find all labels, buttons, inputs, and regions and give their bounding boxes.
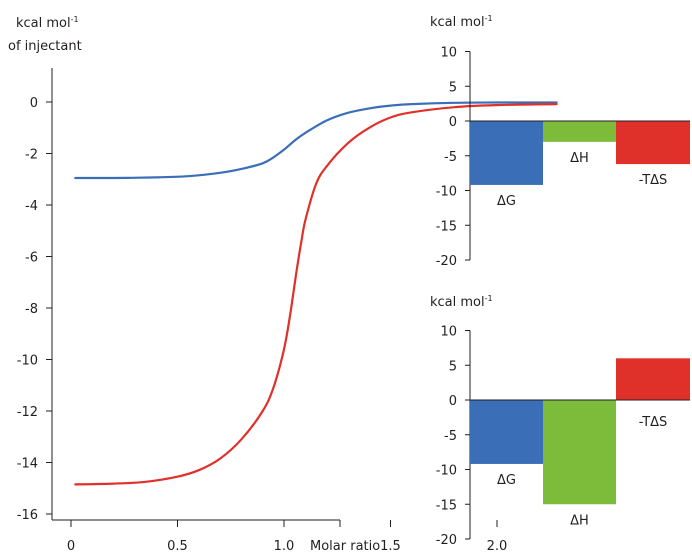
x-tick-label: 1.5 [380, 539, 401, 552]
isotherm-x-ticks: 0 0.5 1.0 1.5 2.0 [67, 520, 507, 552]
bar-dg [470, 121, 543, 185]
bar-label-tds: -TΔS [639, 415, 668, 430]
y-tick-label: 10 [440, 325, 457, 340]
top-bar-plot: 10 5 0 -5 -10 -15 -20 ΔG ΔH -TΔS [436, 46, 690, 269]
bar-tds [616, 358, 690, 400]
y-tick-label: -8 [25, 302, 38, 317]
bar-label-dh: ΔH [570, 513, 589, 528]
bottom-bar-ylabel: kcal mol-1 [430, 294, 493, 310]
isotherm-line-blue [74, 101, 558, 180]
isotherm-series [74, 101, 558, 486]
top-bar-ylabel: kcal mol-1 [430, 14, 493, 30]
bar-label-dg: ΔG [497, 194, 516, 209]
y-tick-label: -20 [436, 533, 457, 548]
signature-chart-bottom: kcal mol-1 10 5 0 -5 -10 -15 -20 ΔG ΔH -TΔS [430, 294, 690, 548]
x-tick-label: 0 [67, 539, 75, 552]
y-tick-label: 0 [30, 96, 38, 111]
isotherm-xlabel: Molar ratio [310, 539, 380, 552]
bar-tds [616, 121, 690, 165]
bar-label-dg: ΔG [497, 473, 516, 488]
y-tick-label: -10 [436, 185, 457, 200]
y-tick-label: -5 [444, 150, 457, 165]
y-tick-label: -10 [436, 464, 457, 479]
y-tick-label: 5 [449, 359, 457, 374]
y-tick-label: -20 [436, 254, 457, 269]
x-tick-label: 2.0 [487, 539, 508, 552]
y-tick-label: -2 [25, 148, 38, 163]
y-tick-label: 0 [449, 115, 457, 130]
signature-chart-top: kcal mol-1 10 5 0 -5 -10 -15 -20 ΔG ΔH -TΔS [430, 14, 690, 269]
bar-label-tds: -TΔS [639, 173, 668, 188]
x-tick-label: 1.0 [274, 539, 295, 552]
y-tick-label: -6 [25, 251, 38, 266]
y-tick-label: 0 [449, 394, 457, 409]
bottom-bar-plot: 10 5 0 -5 -10 -15 -20 ΔG ΔH -TΔS [436, 325, 690, 548]
y-tick-label: -16 [17, 508, 38, 523]
y-tick-label: 5 [449, 80, 457, 95]
y-tick-label: -5 [444, 429, 457, 444]
y-tick-label: 10 [440, 46, 457, 61]
isotherm-ylabel-line2: of injectant [8, 39, 82, 54]
bar-dh [543, 121, 616, 142]
bar-label-dh: ΔH [570, 151, 589, 166]
y-tick-label: -12 [17, 405, 38, 420]
y-tick-label: -14 [17, 457, 38, 472]
y-tick-label: -15 [436, 498, 457, 513]
isotherm-line-red [74, 103, 558, 486]
x-tick-label: 0.5 [167, 539, 188, 552]
isotherm-ylabel: kcal mol-1 [16, 15, 79, 31]
isotherm-y-ticks: 0 -2 -4 -6 -8 -10 -12 -14 -16 [17, 96, 52, 523]
y-tick-label: -4 [25, 199, 38, 214]
bar-dh [543, 400, 616, 505]
y-tick-label: -10 [17, 354, 38, 369]
y-tick-label: -15 [436, 219, 457, 234]
isotherm-chart: kcal mol-1 of injectant 0 -2 -4 -6 -8 -10 -12 -… [8, 15, 558, 552]
bar-dg [470, 400, 543, 464]
